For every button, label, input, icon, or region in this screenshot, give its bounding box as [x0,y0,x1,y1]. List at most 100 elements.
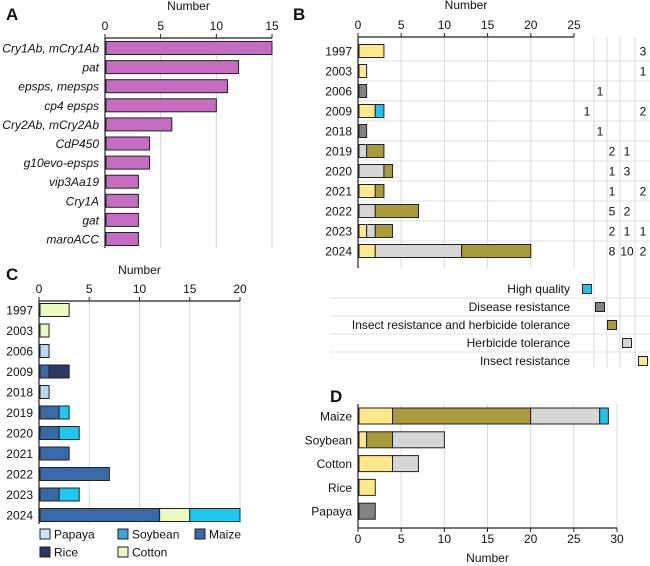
panel-label-b: B [293,5,305,24]
legend-label: Insect resistance [480,354,570,368]
bar-segment [358,407,394,425]
legend-swatch [194,528,206,540]
bar-segment [358,64,368,78]
bar-segment [358,224,368,238]
table-count: 2 [640,245,647,259]
bar-segment [39,467,110,481]
category-label: 2023 [6,488,33,502]
bar-segment [374,224,394,238]
category-label: gat [82,213,99,227]
category-label: 2020 [325,165,352,179]
category-label: 2009 [325,105,352,119]
bar-segment [461,244,532,258]
category-label: Soybean [305,433,352,447]
table-count: 1 [640,65,647,79]
bar-segment [392,431,445,449]
category-label: 2022 [325,205,352,219]
bar-segment [392,455,419,473]
bar-segment [358,431,368,449]
tick-label: 20 [524,532,538,546]
bar-segment [358,244,376,258]
legend-swatch [607,320,617,330]
bar [105,136,151,151]
tick-label: 5 [398,532,405,546]
legend-label: Cotton [132,546,167,560]
table-count: 1 [597,85,604,99]
category-label: CdP450 [56,137,100,151]
table-count: 1 [609,165,616,179]
bar [105,79,228,94]
category-label: 2018 [325,125,352,139]
bar-segment [358,184,376,198]
table-count: 1 [624,225,631,239]
legend-label: Insect resistance and herbicide toleranc… [352,318,570,332]
category-label: 2023 [325,225,352,239]
category-label: 1997 [6,304,33,318]
tick-label: 15 [183,282,197,296]
bar-segment [530,407,601,425]
legend-label: High quality [507,282,570,296]
bar-segment [358,144,368,158]
category-label: 2019 [325,145,352,159]
tick-label: 10 [133,282,147,296]
bar-segment [39,508,161,522]
tick-label: 25 [567,532,581,546]
panel-label-c: C [6,265,18,284]
tick-label: 15 [265,19,279,33]
bar [105,232,139,246]
category-label: 2009 [6,365,33,379]
x-axis-title: Number [118,263,161,277]
tick-label: 20 [233,282,247,296]
tick-label: 0 [36,282,43,296]
category-label: maroACC [46,233,99,247]
table-count: 1 [640,225,647,239]
legend-swatch [117,528,129,540]
bar-segment [374,184,385,198]
category-label: vip3Aa19 [49,175,99,189]
category-label: Maize [320,410,352,424]
legend-swatch [117,546,129,558]
bar-segment [58,405,70,420]
tick-label: 10 [438,532,452,546]
bar-segment [366,144,385,158]
bar [105,117,173,132]
legend-swatch [582,284,592,294]
legend-label: Rice [54,546,78,560]
category-label: g10evo-epsps [24,156,99,170]
category-label: 2018 [6,386,33,400]
bar-segment [358,124,368,138]
tick-label: 5 [157,19,164,33]
category-label: 1997 [325,45,352,59]
bar-segment [159,508,191,522]
panel-label-a: A [6,5,18,24]
table-count: 2 [609,225,616,239]
bar-segment [374,104,385,118]
bar-segment [48,364,70,379]
bar-segment [39,487,60,502]
category-label: Papaya [311,505,352,519]
table-count: 1 [609,185,616,199]
tick-label: 10 [438,18,452,32]
legend-label: Disease resistance [469,300,571,314]
bar-segment [58,487,80,502]
bar-segment [358,204,376,218]
tick-label: 0 [355,18,362,32]
category-label: cp4 epsps [44,99,99,113]
table-count: 2 [609,145,616,159]
bar [105,193,139,208]
bar-segment [392,407,532,425]
category-label: epsps, mepsps [18,80,99,94]
category-label: 2021 [6,447,33,461]
table-count: 5 [609,205,616,219]
tick-label: 30 [610,532,624,546]
bar-segment [39,323,50,338]
tick-label: 0 [102,19,109,33]
bar-segment [358,455,394,473]
table-count: 3 [640,45,647,59]
bar-segment [366,431,394,449]
tick-label: 0 [355,532,362,546]
legend-label: Maize [209,528,241,542]
table-count: 2 [640,185,647,199]
tick-label: 15 [481,18,495,32]
bar [105,174,139,189]
